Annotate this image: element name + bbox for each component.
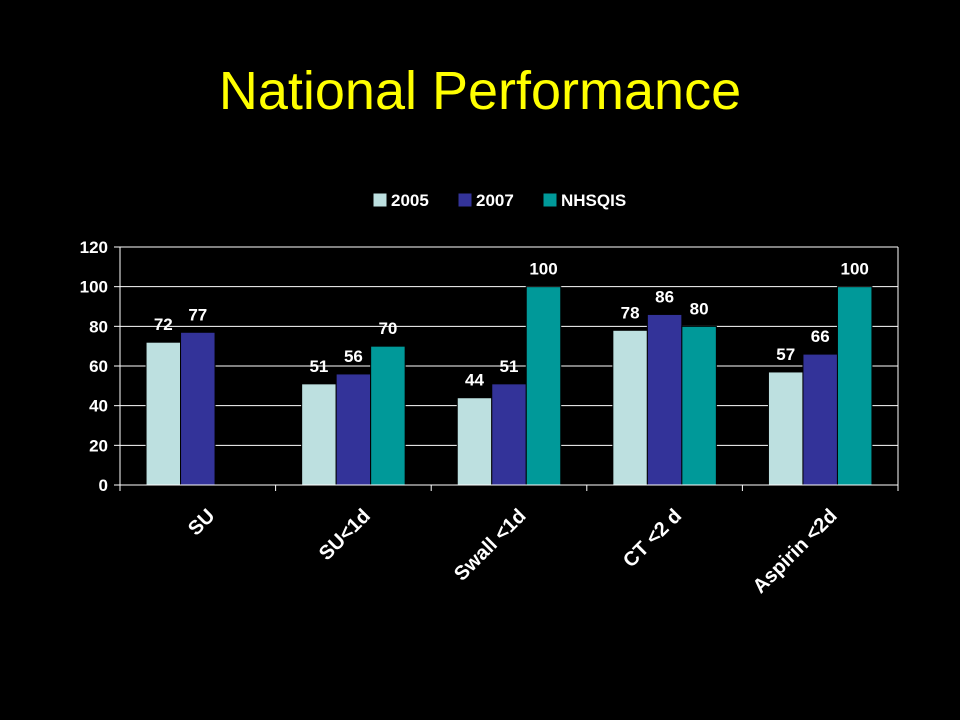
bar bbox=[456, 397, 493, 486]
bar bbox=[145, 341, 182, 486]
data-label: 100 bbox=[841, 260, 869, 279]
bar bbox=[767, 371, 804, 486]
y-tick-label: 60 bbox=[89, 357, 108, 376]
bar bbox=[301, 383, 337, 486]
data-label: 51 bbox=[309, 357, 328, 376]
data-label: 77 bbox=[188, 305, 207, 324]
bar bbox=[646, 313, 683, 486]
x-category-label: Swall <1d bbox=[450, 505, 530, 585]
data-label: 44 bbox=[465, 371, 484, 390]
data-label: 100 bbox=[529, 260, 557, 279]
bar bbox=[836, 286, 873, 486]
data-label: 72 bbox=[154, 315, 173, 334]
bar bbox=[180, 331, 216, 486]
x-category-label: SU bbox=[184, 505, 219, 540]
bar bbox=[335, 373, 372, 486]
legend-label: 2005 bbox=[391, 191, 429, 210]
x-category-label: SU<1d bbox=[315, 505, 375, 565]
slide-title: National Performance bbox=[218, 61, 742, 121]
legend-swatch bbox=[372, 192, 388, 208]
y-tick-label: 80 bbox=[89, 317, 108, 336]
bar bbox=[612, 329, 648, 486]
y-tick-label: 100 bbox=[80, 278, 108, 297]
data-label: 78 bbox=[621, 303, 640, 322]
bar bbox=[491, 383, 527, 486]
y-tick-label: 40 bbox=[89, 397, 108, 416]
legend-swatch bbox=[457, 192, 473, 208]
x-category-label: Aspirin <2d bbox=[749, 505, 842, 598]
y-tick-label: 20 bbox=[89, 436, 108, 455]
y-tick-label: 0 bbox=[99, 476, 108, 495]
bar bbox=[370, 345, 406, 486]
data-label: 70 bbox=[378, 319, 397, 338]
bar bbox=[525, 286, 562, 486]
data-label: 86 bbox=[655, 287, 674, 306]
legend-swatch bbox=[542, 192, 558, 208]
legend-label: NHSQIS bbox=[561, 191, 626, 210]
x-category-label: CT <2 d bbox=[619, 505, 686, 572]
data-label: 56 bbox=[344, 347, 363, 366]
data-label: 51 bbox=[500, 357, 519, 376]
legend-label: 2007 bbox=[476, 191, 514, 210]
bar bbox=[802, 353, 838, 486]
data-label: 66 bbox=[811, 327, 830, 346]
y-tick-label: 120 bbox=[80, 238, 108, 257]
bar bbox=[681, 325, 717, 486]
data-label: 57 bbox=[776, 345, 795, 364]
data-label: 80 bbox=[690, 299, 709, 318]
